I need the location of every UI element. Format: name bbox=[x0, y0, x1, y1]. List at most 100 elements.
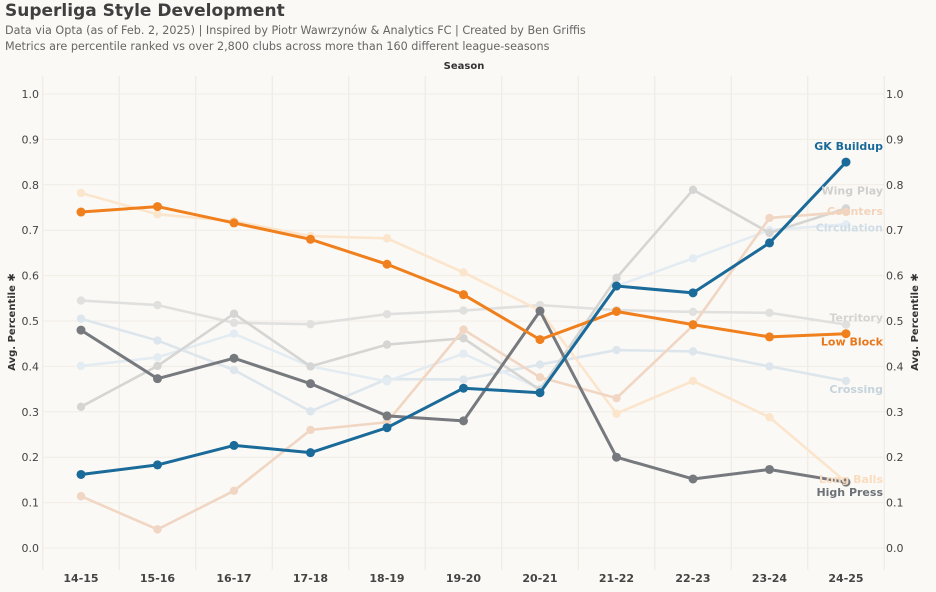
data-point-low-block bbox=[535, 335, 545, 345]
data-point-territory bbox=[76, 296, 86, 305]
y-tick-label-left: 0.8 bbox=[22, 179, 40, 192]
y-tick-label-left: 1.0 bbox=[22, 88, 40, 101]
series-label-territory: Territory bbox=[829, 312, 883, 325]
y-tick-label-right: 0.7 bbox=[886, 224, 904, 237]
x-tick-label: 19-20 bbox=[446, 572, 482, 585]
data-point-gk-buildup bbox=[153, 460, 162, 470]
data-point-crossing bbox=[841, 376, 851, 386]
axes: 0.0 0.0 0.1 0.1 0.2 0.2 0.3 0.3 0.4 0.4 0.5 0.5 0.6 0… bbox=[7, 61, 921, 585]
series-label-wing-play: Wing Play bbox=[821, 184, 883, 197]
x-tick-label: 16-17 bbox=[216, 572, 251, 585]
data-point-crossing bbox=[765, 362, 774, 371]
y-tick-label-left: 0.2 bbox=[22, 451, 40, 464]
data-point-long-balls bbox=[612, 409, 621, 418]
data-point-high-press bbox=[229, 353, 239, 363]
y-tick-label-right: 0.9 bbox=[886, 133, 904, 146]
x-tick-label: 17-18 bbox=[293, 572, 328, 585]
data-point-low-block bbox=[688, 320, 698, 330]
data-point-crossing bbox=[535, 360, 545, 369]
data-point-territory bbox=[382, 309, 392, 319]
data-point-wing-play bbox=[306, 362, 315, 371]
chart-subtitle-source: Data via Opta (as of Feb. 2, 2025) | Ins… bbox=[5, 24, 586, 37]
data-point-low-block bbox=[612, 306, 621, 316]
data-point-counters bbox=[306, 425, 315, 435]
chart-subtitle-method: Metrics are percentile ranked vs over 2,… bbox=[5, 40, 550, 53]
data-point-low-block bbox=[153, 202, 162, 212]
y-tick-label-left: 0.6 bbox=[22, 270, 40, 283]
data-point-wing-play bbox=[765, 228, 774, 238]
y-axis-title-right: Avg. Percentile ✱ bbox=[910, 273, 921, 371]
data-point-low-block bbox=[459, 290, 468, 300]
x-tick-label: 15-16 bbox=[140, 572, 176, 585]
data-point-long-balls bbox=[765, 413, 774, 422]
y-tick-label-left: 0.9 bbox=[22, 133, 40, 146]
series-label-long-balls: Long Balls bbox=[819, 473, 883, 486]
y-tick-label-right: 0.4 bbox=[886, 360, 904, 373]
data-point-high-press bbox=[76, 325, 86, 335]
y-tick-label-left: 0.1 bbox=[22, 497, 40, 510]
data-point-counters bbox=[841, 207, 851, 217]
series-label-crossing: Crossing bbox=[829, 383, 883, 396]
y-axis-title-left: Avg. Percentile ✱ bbox=[7, 273, 18, 371]
x-tick-label: 22-23 bbox=[675, 572, 710, 585]
data-point-high-press bbox=[765, 464, 774, 474]
data-point-long-balls bbox=[382, 234, 392, 243]
data-point-crossing bbox=[153, 336, 162, 345]
data-point-low-block bbox=[382, 259, 392, 269]
data-point-counters bbox=[459, 325, 468, 334]
y-tick-label-left: 0.3 bbox=[22, 406, 40, 419]
y-tick-label-right: 0.5 bbox=[886, 315, 904, 328]
series-label-high-press: High Press bbox=[816, 486, 883, 499]
data-point-wing-play bbox=[688, 185, 698, 194]
data-point-counters bbox=[535, 373, 545, 382]
y-tick-label-left: 0.4 bbox=[22, 360, 40, 373]
data-point-gk-buildup bbox=[459, 383, 468, 393]
data-point-circulation bbox=[688, 254, 698, 263]
data-point-wing-play bbox=[76, 402, 86, 412]
data-point-circulation bbox=[153, 353, 162, 362]
series-lines bbox=[76, 157, 851, 534]
x-tick-label: 24-25 bbox=[828, 572, 863, 585]
data-point-high-press bbox=[612, 452, 621, 462]
data-point-circulation bbox=[382, 377, 392, 386]
data-point-circulation bbox=[459, 349, 468, 358]
y-tick-label-right: 1.0 bbox=[886, 88, 904, 101]
data-point-gk-buildup bbox=[229, 440, 239, 450]
data-point-high-press bbox=[306, 379, 315, 389]
data-point-high-press bbox=[382, 411, 392, 421]
x-tick-label: 21-22 bbox=[599, 572, 634, 585]
data-point-gk-buildup bbox=[306, 448, 315, 458]
data-point-low-block bbox=[841, 329, 851, 339]
data-point-counters bbox=[153, 525, 162, 534]
data-point-gk-buildup bbox=[382, 423, 392, 433]
data-point-crossing bbox=[459, 375, 468, 384]
data-point-long-balls bbox=[688, 376, 698, 386]
data-point-gk-buildup bbox=[841, 157, 851, 167]
y-tick-label-right: 0.6 bbox=[886, 270, 904, 283]
data-point-counters bbox=[765, 213, 774, 223]
data-point-territory bbox=[306, 319, 315, 329]
chart-title: Superliga Style Development bbox=[5, 1, 285, 21]
data-point-crossing bbox=[229, 365, 239, 375]
data-point-wing-play bbox=[229, 309, 239, 318]
data-point-territory bbox=[459, 306, 468, 315]
data-point-wing-play bbox=[459, 334, 468, 343]
data-point-circulation bbox=[229, 329, 239, 338]
data-point-circulation bbox=[841, 220, 851, 229]
data-point-low-block bbox=[76, 207, 86, 217]
data-point-gk-buildup bbox=[688, 288, 698, 298]
data-point-territory bbox=[153, 300, 162, 310]
y-tick-label-right: 0.1 bbox=[886, 497, 904, 510]
data-point-high-press bbox=[153, 374, 162, 384]
data-point-gk-buildup bbox=[765, 238, 774, 248]
x-tick-label: 18-19 bbox=[369, 572, 404, 585]
data-point-long-balls bbox=[76, 188, 86, 198]
x-axis-title: Season bbox=[444, 61, 485, 72]
data-point-low-block bbox=[229, 218, 239, 228]
data-point-wing-play bbox=[382, 340, 392, 349]
x-tick-label: 20-21 bbox=[522, 572, 557, 585]
data-point-high-press bbox=[459, 416, 468, 426]
data-point-territory bbox=[765, 308, 774, 318]
data-point-high-press bbox=[535, 306, 545, 316]
